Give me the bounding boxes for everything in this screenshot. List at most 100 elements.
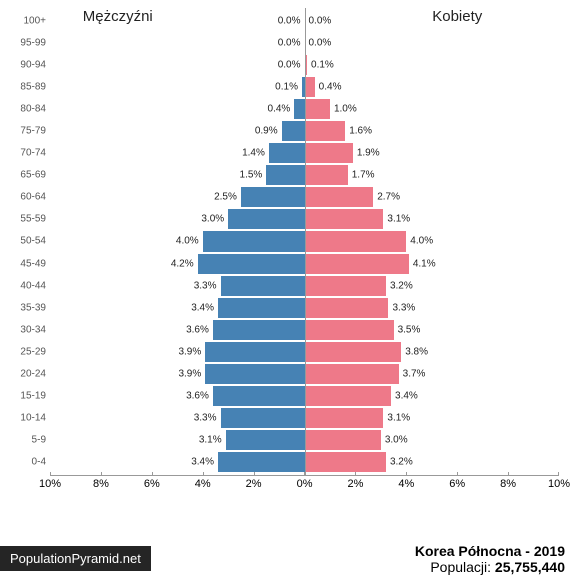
male-bar <box>198 253 305 275</box>
male-value: 3.6% <box>186 390 209 401</box>
age-label: 75-79 <box>8 126 46 137</box>
age-label: 100+ <box>8 16 46 27</box>
age-label: 35-39 <box>8 302 46 313</box>
chart-title: Korea Północna - 2019 <box>415 543 565 559</box>
female-bar <box>305 164 348 186</box>
female-bar <box>305 363 399 385</box>
female-bar <box>305 407 384 429</box>
male-bar <box>218 451 305 473</box>
age-label: 0-4 <box>8 456 46 467</box>
x-axis: 10%8%6%4%2%0% 2%4%6%10%8% <box>50 475 559 491</box>
female-bar <box>305 76 315 98</box>
male-bar <box>213 319 305 341</box>
female-bar <box>305 429 381 451</box>
male-value: 3.3% <box>194 412 217 423</box>
male-bar <box>205 341 304 363</box>
female-value: 4.0% <box>410 236 433 247</box>
female-value: 0.0% <box>309 16 332 27</box>
male-bar <box>266 164 304 186</box>
age-label: 40-44 <box>8 280 46 291</box>
male-bar <box>282 120 305 142</box>
age-label: 60-64 <box>8 192 46 203</box>
age-label: 20-24 <box>8 368 46 379</box>
female-value: 2.7% <box>377 192 400 203</box>
female-value: 3.1% <box>387 214 410 225</box>
female-value: 0.0% <box>309 38 332 49</box>
age-label: 25-29 <box>8 346 46 357</box>
age-label: 80-84 <box>8 104 46 115</box>
center-axis-line <box>305 10 306 473</box>
female-value: 3.2% <box>390 280 413 291</box>
age-label: 70-74 <box>8 148 46 159</box>
male-bar <box>226 429 305 451</box>
population-line: Populacji: 25,755,440 <box>415 559 565 575</box>
x-tick: 2%0% <box>254 475 305 491</box>
male-value: 3.6% <box>186 324 209 335</box>
chart-footer: Korea Północna - 2019 Populacji: 25,755,… <box>415 543 565 575</box>
female-bar <box>305 275 386 297</box>
male-bar <box>203 230 305 252</box>
male-value: 3.0% <box>201 214 224 225</box>
female-value: 1.6% <box>349 126 372 137</box>
age-label: 50-54 <box>8 236 46 247</box>
age-label: 10-14 <box>8 412 46 423</box>
female-value: 1.9% <box>357 148 380 159</box>
male-bar <box>213 385 305 407</box>
female-value: 4.1% <box>413 258 436 269</box>
age-label: 5-9 <box>8 434 46 445</box>
age-label: 85-89 <box>8 82 46 93</box>
male-bar <box>294 98 304 120</box>
female-bar <box>305 142 353 164</box>
male-value: 4.2% <box>171 258 194 269</box>
source-badge[interactable]: PopulationPyramid.net <box>0 546 151 571</box>
x-tick: 10%8% <box>508 475 559 491</box>
male-bar <box>205 363 304 385</box>
female-value: 3.3% <box>392 302 415 313</box>
female-bar <box>305 253 409 275</box>
female-bar <box>305 208 384 230</box>
age-label: 65-69 <box>8 170 46 181</box>
female-value: 3.1% <box>387 412 410 423</box>
male-value: 3.9% <box>178 346 201 357</box>
female-value: 1.7% <box>352 170 375 181</box>
female-value: 0.1% <box>311 60 334 71</box>
male-value: 3.9% <box>178 368 201 379</box>
female-bar <box>305 341 402 363</box>
female-bar <box>305 120 346 142</box>
male-value: 0.4% <box>268 104 291 115</box>
male-value: 3.3% <box>194 280 217 291</box>
female-bar <box>305 98 330 120</box>
male-value: 3.1% <box>199 434 222 445</box>
male-bar <box>221 275 305 297</box>
male-value: 1.4% <box>242 148 265 159</box>
female-value: 3.8% <box>405 346 428 357</box>
age-label: 55-59 <box>8 214 46 225</box>
male-bar <box>241 186 305 208</box>
population-label: Populacji: <box>430 559 491 575</box>
male-value: 1.5% <box>240 170 263 181</box>
age-label: 30-34 <box>8 324 46 335</box>
age-label: 95-99 <box>8 38 46 49</box>
female-bar <box>305 319 394 341</box>
female-value: 3.7% <box>403 368 426 379</box>
male-value: 0.0% <box>278 38 301 49</box>
male-value: 0.0% <box>278 60 301 71</box>
male-value: 2.5% <box>214 192 237 203</box>
female-value: 0.4% <box>319 82 342 93</box>
age-label: 45-49 <box>8 258 46 269</box>
female-value: 3.0% <box>385 434 408 445</box>
female-value: 3.5% <box>398 324 421 335</box>
male-bar <box>221 407 305 429</box>
population-value: 25,755,440 <box>495 559 565 575</box>
female-bar <box>305 230 407 252</box>
age-label: 90-94 <box>8 60 46 71</box>
male-value: 3.4% <box>191 302 214 313</box>
male-value: 0.0% <box>278 16 301 27</box>
female-bar <box>305 297 389 319</box>
female-bar <box>305 451 386 473</box>
female-bar <box>305 385 392 407</box>
female-value: 1.0% <box>334 104 357 115</box>
female-value: 3.4% <box>395 390 418 401</box>
male-value: 0.9% <box>255 126 278 137</box>
population-pyramid-chart: Mężczyźni Kobiety 100+0.0%0.0%95-990.0%0… <box>8 8 567 501</box>
